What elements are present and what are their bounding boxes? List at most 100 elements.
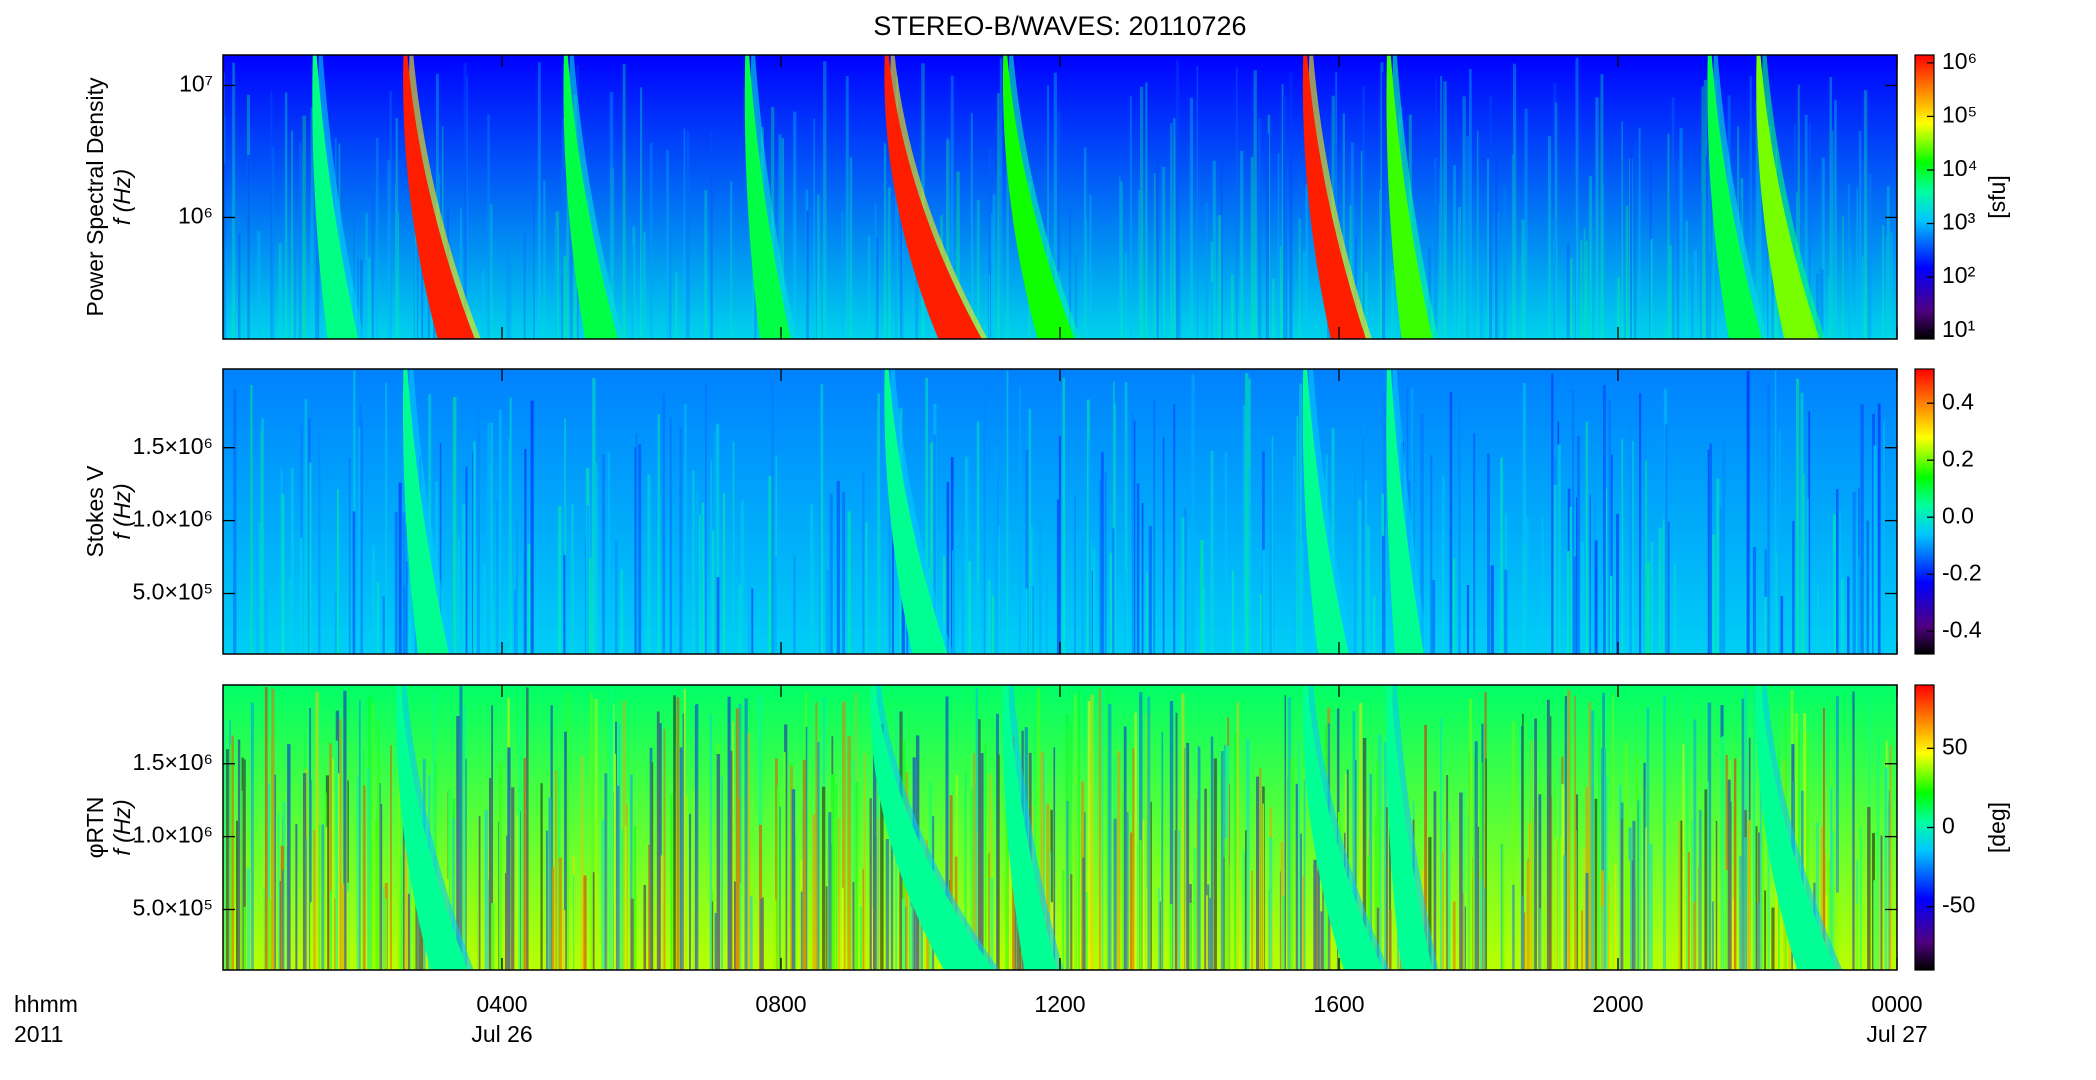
texture-stripe — [1539, 908, 1542, 970]
texture-stripe — [374, 819, 379, 970]
colorbar — [1914, 54, 1935, 340]
texture-stripe — [771, 380, 774, 654]
texture-stripe — [773, 899, 777, 970]
texture-stripe — [1884, 767, 1888, 970]
texture-stripe — [1362, 738, 1367, 970]
texture-stripe — [1836, 892, 1840, 970]
texture-stripe — [233, 388, 237, 654]
texture-stripe — [670, 794, 673, 970]
texture-stripe — [523, 757, 526, 970]
texture-stripe — [1281, 84, 1284, 339]
colorbar-tick-label: 50 — [1942, 733, 1968, 759]
texture-stripe — [1114, 403, 1117, 654]
texture-stripe — [1755, 826, 1758, 970]
texture-stripe — [847, 511, 851, 654]
texture-stripe — [390, 745, 392, 970]
texture-stripe — [925, 377, 928, 654]
texture-stripe — [715, 423, 720, 654]
x-tick-label: 2000 — [1592, 991, 1643, 1017]
texture-stripe — [1522, 713, 1524, 970]
texture-stripe — [1707, 702, 1712, 970]
texture-stripe — [1830, 787, 1833, 970]
texture-stripe — [1045, 577, 1048, 654]
texture-stripe — [1391, 269, 1394, 339]
texture-stripe — [1452, 558, 1456, 654]
texture-stripe — [1049, 851, 1052, 970]
texture-stripe — [1624, 206, 1627, 339]
texture-stripe — [1367, 856, 1371, 970]
texture-stripe — [1113, 818, 1117, 970]
texture-stripe — [1819, 265, 1822, 339]
texture-stripe — [1443, 82, 1446, 340]
texture-stripe — [1047, 85, 1049, 339]
texture-stripe — [679, 427, 683, 654]
texture-stripe — [949, 795, 953, 970]
texture-stripe — [358, 427, 361, 654]
texture-stripe — [533, 161, 535, 339]
texture-stripe — [987, 579, 991, 654]
texture-stripe — [594, 462, 598, 654]
texture-stripe — [1861, 256, 1865, 339]
x-tick-label: 1600 — [1313, 991, 1364, 1017]
texture-stripe — [1522, 544, 1526, 654]
texture-stripe — [1704, 789, 1708, 970]
texture-stripe — [1175, 59, 1180, 339]
texture-stripe — [463, 706, 466, 970]
texture-stripe — [1707, 155, 1711, 339]
texture-stripe — [225, 252, 227, 339]
texture-stripe — [482, 270, 485, 339]
texture-stripe — [363, 785, 366, 970]
texture-stripe — [1376, 907, 1380, 970]
texture-stripe — [423, 231, 426, 339]
texture-stripe — [258, 522, 262, 654]
texture-stripe — [683, 689, 686, 970]
texture-stripe — [353, 189, 355, 339]
texture-stripe — [689, 813, 691, 970]
texture-stripe — [394, 512, 398, 654]
texture-stripe — [952, 550, 955, 654]
texture-stripe — [1553, 484, 1557, 654]
texture-stripe — [1617, 277, 1621, 339]
texture-stripe — [1808, 411, 1811, 654]
texture-stripe — [872, 743, 877, 970]
texture-stripe — [768, 476, 772, 654]
texture-stripe — [371, 188, 374, 339]
texture-stripe — [1521, 219, 1525, 339]
texture-stripe — [1619, 784, 1622, 970]
texture-stripe — [836, 481, 840, 654]
texture-stripe — [1708, 253, 1712, 339]
texture-stripe — [1752, 689, 1756, 970]
texture-stripe — [1251, 870, 1254, 970]
texture-stripe — [1832, 550, 1834, 654]
texture-stripe — [1441, 851, 1445, 970]
texture-stripe — [1559, 837, 1562, 970]
texture-stripe — [490, 464, 492, 654]
texture-stripe — [1479, 276, 1483, 339]
texture-stripe — [231, 735, 234, 970]
texture-stripe — [1538, 794, 1542, 970]
burst — [396, 685, 468, 970]
texture-stripe — [1147, 696, 1151, 970]
texture-stripe — [302, 773, 307, 970]
texture-stripe — [1746, 370, 1750, 654]
texture-stripe — [1678, 272, 1681, 339]
texture-stripe — [1649, 160, 1652, 339]
texture-stripe — [1081, 538, 1085, 654]
texture-stripe — [730, 750, 734, 970]
texture-stripe — [1364, 271, 1368, 339]
texture-stripe — [1290, 758, 1294, 970]
texture-stripe — [1057, 110, 1061, 339]
texture-stripe — [1720, 737, 1723, 970]
texture-stripe — [1245, 830, 1247, 970]
texture-stripe — [543, 180, 546, 339]
texture-stripe — [1759, 772, 1763, 970]
y-tick-label: 5.0×10⁵ — [132, 895, 213, 921]
texture-stripe — [855, 781, 859, 970]
texture-stripe — [280, 468, 283, 654]
texture-stripe — [1296, 416, 1299, 654]
texture-stripe — [588, 558, 592, 654]
texture-stripe — [462, 503, 466, 654]
texture-stripe — [852, 881, 855, 970]
texture-stripe — [1554, 102, 1558, 339]
texture-stripe — [863, 551, 867, 654]
